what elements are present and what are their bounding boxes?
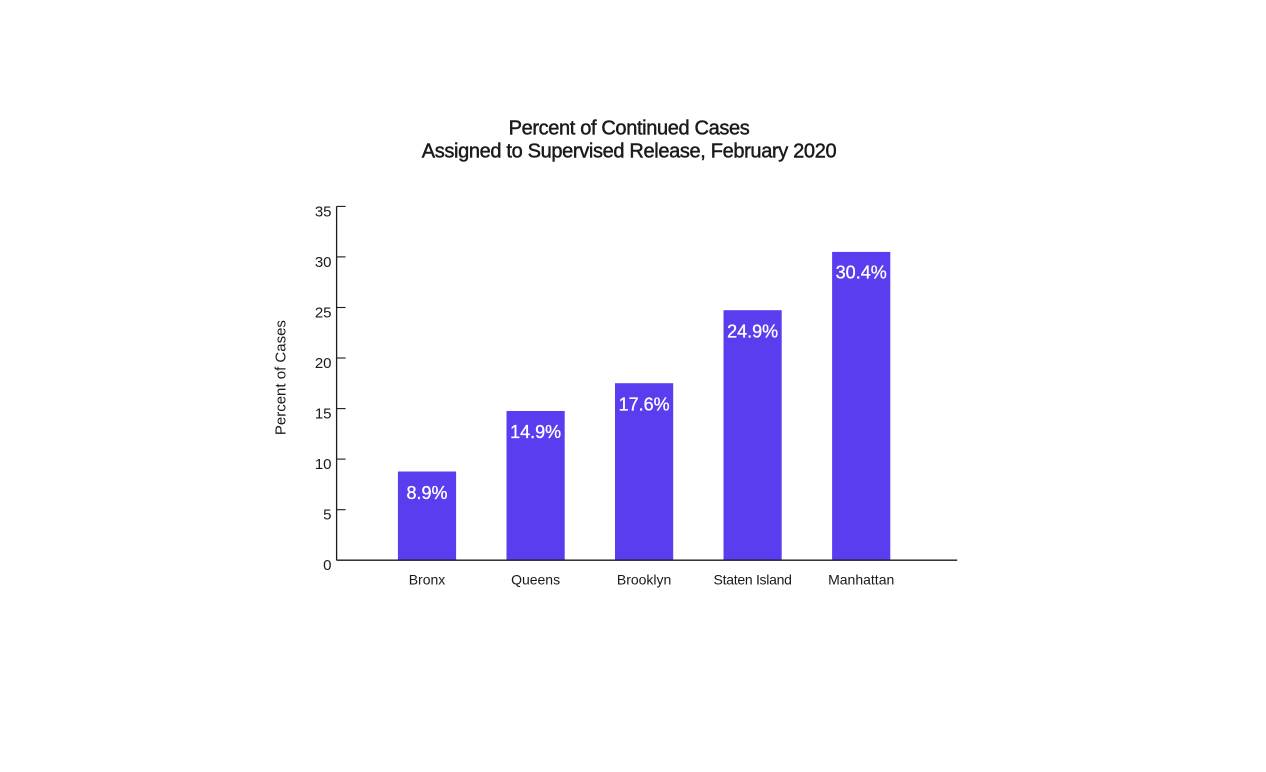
svg-text:Brooklyn: Brooklyn <box>617 571 671 587</box>
svg-text:14.9%: 14.9% <box>510 422 561 442</box>
svg-text:17.6%: 17.6% <box>619 394 670 414</box>
svg-text:35: 35 <box>315 203 332 220</box>
svg-text:Manhattan: Manhattan <box>828 571 894 587</box>
svg-text:Assigned to Supervised Release: Assigned to Supervised Release, February… <box>422 141 837 163</box>
svg-text:5: 5 <box>323 507 331 524</box>
svg-text:Queens: Queens <box>511 571 560 587</box>
svg-text:20: 20 <box>315 355 332 372</box>
svg-text:25: 25 <box>315 305 332 322</box>
svg-text:15: 15 <box>315 406 332 423</box>
svg-text:10: 10 <box>315 456 332 473</box>
svg-text:Staten Island: Staten Island <box>714 571 792 587</box>
svg-text:Percent of Continued Cases: Percent of Continued Cases <box>509 118 750 140</box>
svg-text:30.4%: 30.4% <box>836 263 887 283</box>
svg-text:24.9%: 24.9% <box>727 321 778 341</box>
svg-text:Percent of Cases: Percent of Cases <box>272 320 289 435</box>
svg-text:Bronx: Bronx <box>409 571 446 587</box>
svg-text:8.9%: 8.9% <box>406 483 447 503</box>
svg-text:0: 0 <box>323 557 331 574</box>
svg-text:30: 30 <box>315 254 332 271</box>
